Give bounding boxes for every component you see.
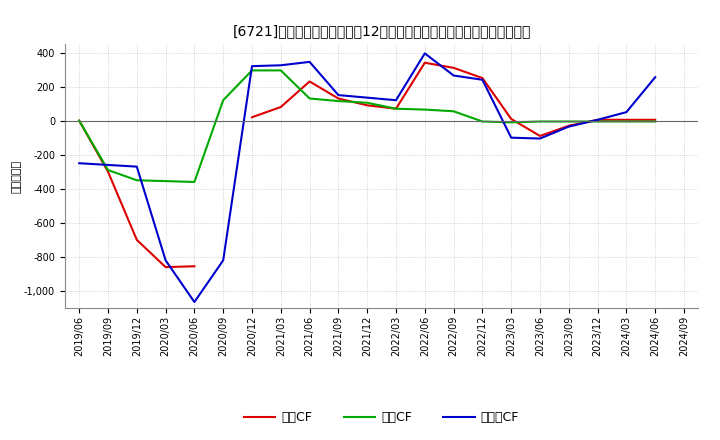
投賃CF	[104, 167, 112, 172]
投賃CF	[75, 118, 84, 123]
営業CF	[75, 118, 84, 123]
投賃CF	[161, 179, 170, 184]
投賃CF	[334, 99, 343, 104]
投賃CF	[132, 178, 141, 183]
フリーCF	[392, 98, 400, 103]
Legend: 営業CF, 投賃CF, フリーCF: 営業CF, 投賃CF, フリーCF	[239, 407, 524, 429]
投賃CF	[363, 100, 372, 106]
フリーCF	[507, 135, 516, 140]
フリーCF	[536, 136, 544, 141]
投賃CF	[449, 109, 458, 114]
投賃CF	[536, 119, 544, 124]
投賃CF	[420, 107, 429, 112]
フリーCF	[75, 161, 84, 166]
フリーCF	[622, 110, 631, 115]
フリーCF	[276, 62, 285, 68]
営業CF	[104, 169, 112, 174]
Y-axis label: （百万円）: （百万円）	[12, 159, 21, 193]
投賃CF	[392, 106, 400, 111]
フリーCF	[305, 59, 314, 65]
フリーCF	[363, 95, 372, 100]
投賃CF	[305, 96, 314, 101]
Line: 投賃CF: 投賃CF	[79, 70, 655, 182]
Line: 営業CF: 営業CF	[79, 121, 194, 267]
投賃CF	[478, 119, 487, 124]
営業CF	[161, 264, 170, 270]
フリーCF	[593, 117, 602, 122]
フリーCF	[219, 258, 228, 263]
営業CF	[132, 237, 141, 242]
投賃CF	[564, 119, 573, 124]
投賃CF	[248, 68, 256, 73]
投賃CF	[507, 120, 516, 125]
投賃CF	[190, 180, 199, 185]
投賃CF	[651, 119, 660, 124]
フリーCF	[651, 74, 660, 80]
フリーCF	[478, 77, 487, 82]
フリーCF	[248, 63, 256, 69]
フリーCF	[420, 51, 429, 56]
営業CF	[190, 264, 199, 269]
Title: [6721]　キャッシュフローの12か月移動合計の対前年同期増減額の推移: [6721] キャッシュフローの12か月移動合計の対前年同期増減額の推移	[233, 25, 531, 39]
フリーCF	[449, 73, 458, 78]
フリーCF	[564, 124, 573, 129]
投賃CF	[276, 68, 285, 73]
フリーCF	[334, 92, 343, 98]
フリーCF	[190, 299, 199, 304]
フリーCF	[161, 258, 170, 263]
フリーCF	[104, 162, 112, 168]
Line: フリーCF: フリーCF	[79, 53, 655, 302]
投賃CF	[622, 119, 631, 124]
投賃CF	[593, 119, 602, 124]
フリーCF	[132, 164, 141, 169]
投賃CF	[219, 98, 228, 103]
